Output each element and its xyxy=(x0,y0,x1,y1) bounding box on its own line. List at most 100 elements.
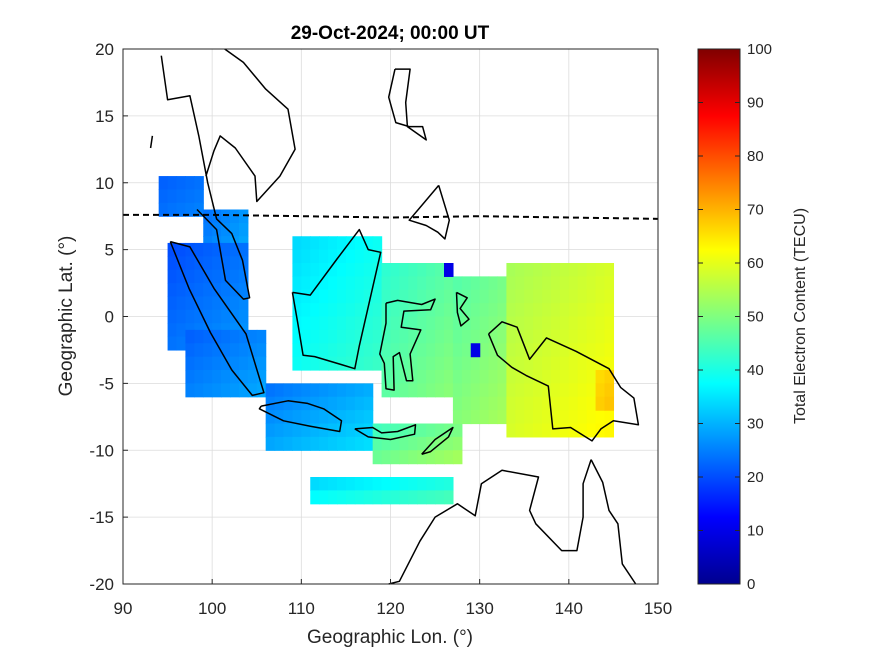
tec-cell xyxy=(488,343,499,358)
tec-cell xyxy=(390,436,401,451)
tec-cell xyxy=(319,436,329,451)
tec-cell xyxy=(524,276,534,291)
tec-cell xyxy=(176,202,187,217)
tec-cell xyxy=(319,289,329,304)
tec-cell xyxy=(506,396,516,411)
tec-cell xyxy=(497,316,508,331)
tec-cell xyxy=(399,423,409,438)
tec-cell xyxy=(328,410,338,425)
tec-cell xyxy=(568,410,579,425)
tec-cell xyxy=(479,410,490,425)
tec-cell xyxy=(479,276,490,291)
tec-cell xyxy=(212,356,222,371)
tec-cell xyxy=(337,356,347,371)
tec-cell xyxy=(524,263,534,277)
y-tick-label: -5 xyxy=(99,374,114,393)
tec-cell xyxy=(292,410,302,425)
tec-cell xyxy=(551,263,561,277)
tec-cell xyxy=(230,209,240,224)
tec-cell xyxy=(435,263,445,277)
tec-cell xyxy=(256,356,267,371)
tec-cell xyxy=(506,383,516,398)
coastline xyxy=(387,68,427,141)
colorbar-tick-label: 70 xyxy=(747,202,764,219)
tec-cell xyxy=(524,289,534,304)
tec-cell xyxy=(470,289,481,304)
tec-cell xyxy=(265,383,276,398)
tec-cell xyxy=(497,370,508,384)
tec-cell xyxy=(497,356,508,371)
tec-cell xyxy=(301,263,311,277)
tec-cell xyxy=(479,396,490,411)
tec-cell xyxy=(542,343,552,358)
tec-cell xyxy=(212,370,222,384)
tec-cell xyxy=(435,316,445,331)
tec-cell xyxy=(185,383,195,398)
tec-cell xyxy=(577,383,588,398)
tec-cell xyxy=(345,289,356,304)
tec-cell xyxy=(310,490,320,505)
tec-cell xyxy=(301,303,311,318)
coastline xyxy=(379,298,436,391)
tec-cell xyxy=(488,303,499,318)
tec-cell xyxy=(381,263,392,277)
tec-cell xyxy=(345,329,356,344)
tec-cell xyxy=(372,356,383,371)
tec-cell xyxy=(238,370,249,384)
tec-cell xyxy=(185,256,195,271)
tec-cell xyxy=(417,263,427,277)
tec-cell xyxy=(551,289,561,304)
tec-cell xyxy=(176,256,187,271)
tec-cell xyxy=(372,303,383,318)
tec-cell xyxy=(604,396,615,411)
tec-cell xyxy=(337,303,347,318)
coastline xyxy=(455,291,470,327)
tec-cell xyxy=(524,356,534,371)
tec-cell xyxy=(488,329,499,344)
tec-cell xyxy=(426,276,436,291)
tec-cell xyxy=(221,383,231,398)
x-tick-label: 100 xyxy=(198,599,226,618)
tec-cell xyxy=(345,276,356,291)
tec-cell xyxy=(524,316,534,331)
tec-cell xyxy=(390,383,401,398)
tec-cell xyxy=(256,383,267,398)
tec-cell xyxy=(337,316,347,331)
tec-cell xyxy=(435,329,445,344)
tec-cell xyxy=(524,383,534,398)
tec-cell xyxy=(354,396,365,411)
tec-cell xyxy=(194,370,204,384)
tec-cell xyxy=(265,436,276,451)
tec-cell xyxy=(345,236,356,251)
tec-cell xyxy=(176,242,187,257)
tec-cell xyxy=(381,370,392,384)
tec-cell xyxy=(408,383,418,398)
tec-cell xyxy=(372,289,383,304)
tec-cell xyxy=(194,283,204,298)
tec-cell xyxy=(230,242,240,257)
tec-cell xyxy=(444,383,454,398)
tec-cell xyxy=(551,356,561,371)
tec-cell xyxy=(435,490,445,505)
tec-cell xyxy=(479,383,490,398)
tec-cell xyxy=(256,343,267,358)
tec-cell xyxy=(194,309,204,324)
colorbar-scale xyxy=(697,48,741,585)
tec-cell xyxy=(221,222,231,237)
tec-cell xyxy=(301,316,311,331)
tec-cell xyxy=(354,410,365,425)
tec-cell xyxy=(167,323,178,338)
tec-cell xyxy=(577,316,588,331)
tec-cell xyxy=(310,289,320,304)
tec-cell xyxy=(515,263,525,277)
tec-cell xyxy=(328,356,338,371)
tec-cell xyxy=(452,436,463,451)
tec-cell xyxy=(417,423,427,438)
tec-cell xyxy=(310,303,320,318)
y-tick-label: 10 xyxy=(95,174,114,193)
tec-cell xyxy=(372,477,383,491)
tec-cell xyxy=(354,263,365,277)
tec-cell xyxy=(212,296,222,311)
tec-cell xyxy=(551,343,561,358)
tec-cell xyxy=(559,303,570,318)
